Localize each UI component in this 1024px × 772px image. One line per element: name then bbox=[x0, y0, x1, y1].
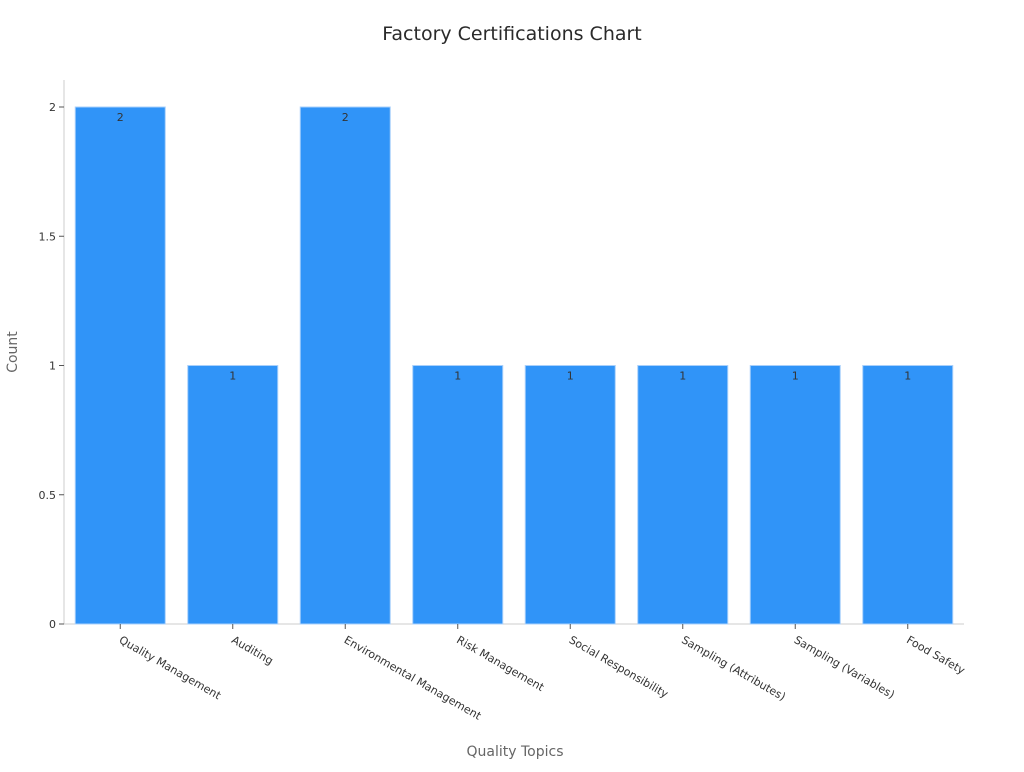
bar-value-label: 1 bbox=[679, 370, 686, 383]
bar bbox=[749, 365, 841, 625]
bar-value-label: 1 bbox=[792, 370, 799, 383]
bar bbox=[637, 365, 729, 625]
chart-title: Factory Certifications Chart bbox=[382, 23, 642, 45]
y-axis-title: Count bbox=[5, 331, 21, 373]
y-tick-label: 2 bbox=[49, 101, 56, 114]
x-axis-title: Quality Topics bbox=[467, 744, 564, 760]
x-tick-label: Sampling (Attributes) bbox=[679, 633, 788, 703]
x-tick-label: Risk Management bbox=[454, 633, 547, 694]
y-tick-label: 1.5 bbox=[39, 230, 57, 243]
y-tick-label: 1 bbox=[49, 360, 56, 373]
x-tick-label: Sampling (Variables) bbox=[792, 633, 897, 701]
bar-value-label: 1 bbox=[904, 370, 911, 383]
x-tick-label: Auditing bbox=[229, 633, 275, 667]
y-tick-label: 0 bbox=[49, 618, 56, 631]
x-tick-label: Social Responsibility bbox=[567, 633, 671, 701]
bar-value-label: 1 bbox=[229, 370, 236, 383]
bar bbox=[412, 365, 504, 625]
bar-value-label: 2 bbox=[342, 111, 349, 124]
bar-value-label: 2 bbox=[117, 111, 124, 124]
bar-value-label: 1 bbox=[567, 370, 574, 383]
bar bbox=[299, 106, 391, 625]
bar bbox=[862, 365, 954, 625]
x-tick-label: Quality Management bbox=[117, 633, 224, 702]
x-tick-label: Food Safety bbox=[904, 633, 967, 677]
bar-value-label: 1 bbox=[454, 370, 461, 383]
bar bbox=[74, 106, 166, 625]
bar bbox=[524, 365, 616, 625]
bar bbox=[187, 365, 279, 625]
y-tick-label: 0.5 bbox=[39, 489, 57, 502]
